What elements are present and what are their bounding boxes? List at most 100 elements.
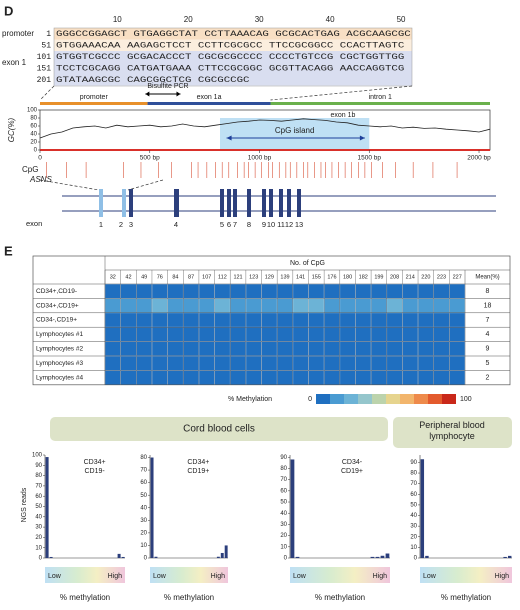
y-tick-label: 50 bbox=[410, 502, 417, 508]
x-tick-label: 2000 bp bbox=[467, 155, 491, 162]
heat-cell bbox=[387, 370, 403, 385]
heat-cell bbox=[418, 370, 434, 385]
legend-swatch bbox=[414, 394, 428, 404]
heat-cell bbox=[371, 356, 387, 371]
heat-cell bbox=[387, 341, 403, 356]
y-tick-label: 70 bbox=[280, 477, 287, 483]
heat-cell bbox=[230, 327, 246, 342]
y-axis-label: GC(%) bbox=[7, 117, 16, 142]
heat-cell bbox=[261, 341, 277, 356]
exon-box bbox=[262, 189, 266, 217]
column-header: 49 bbox=[141, 274, 147, 280]
heat-cell bbox=[277, 356, 293, 371]
y-tick-label: 80 bbox=[35, 473, 42, 479]
row-label: CD34+,CD19- bbox=[36, 288, 77, 295]
y-tick-label: 100 bbox=[32, 453, 43, 459]
x-tick-label: 0 bbox=[38, 155, 42, 162]
y-tick-label: 80 bbox=[280, 466, 287, 472]
heat-cell bbox=[293, 327, 309, 342]
heat-cell bbox=[371, 341, 387, 356]
region-name: promoter bbox=[80, 94, 109, 101]
exon-box bbox=[174, 189, 179, 217]
heat-cell bbox=[261, 284, 277, 299]
heat-cell bbox=[105, 341, 121, 356]
heat-cell bbox=[324, 298, 340, 313]
region-bar bbox=[40, 102, 148, 105]
bar bbox=[117, 553, 121, 558]
panel-title: CD19- bbox=[84, 468, 105, 475]
y-tick-label: 0 bbox=[144, 556, 148, 562]
heat-cell bbox=[136, 327, 152, 342]
row-label: CD34+,CD19+ bbox=[36, 302, 79, 309]
heat-cell bbox=[324, 313, 340, 327]
x-axis-label: % methylation bbox=[60, 593, 110, 602]
heat-cell bbox=[230, 298, 246, 313]
heat-cell bbox=[293, 341, 309, 356]
column-number: 10 bbox=[113, 15, 122, 24]
row-label: Lymphocytes #2 bbox=[36, 346, 83, 353]
bar bbox=[220, 552, 224, 558]
gradient-bar bbox=[420, 567, 512, 583]
heat-cell bbox=[183, 298, 199, 313]
heat-cell bbox=[261, 298, 277, 313]
heat-cell bbox=[277, 313, 293, 327]
row-position: 51 bbox=[41, 42, 51, 51]
heat-cell bbox=[261, 313, 277, 327]
mean-value: 9 bbox=[486, 346, 490, 353]
y-tick-label: 70 bbox=[35, 483, 42, 489]
heat-cell bbox=[183, 341, 199, 356]
y-tick-label: 80 bbox=[140, 455, 147, 461]
heat-cell bbox=[246, 327, 262, 342]
heat-cell bbox=[246, 356, 262, 371]
table-header: No. of CpG bbox=[290, 260, 325, 267]
heat-cell bbox=[152, 313, 168, 327]
high-label: High bbox=[108, 573, 123, 580]
heat-cell bbox=[293, 356, 309, 371]
high-label: High bbox=[211, 573, 226, 580]
column-header: 76 bbox=[157, 274, 163, 280]
legend-swatch bbox=[372, 394, 386, 404]
y-tick-label: 40 bbox=[280, 511, 287, 517]
exon-box bbox=[122, 189, 126, 217]
column-number: 40 bbox=[326, 15, 335, 24]
heat-cell bbox=[230, 356, 246, 371]
heat-cell bbox=[340, 327, 356, 342]
bar bbox=[154, 556, 158, 558]
heat-cell bbox=[293, 313, 309, 327]
row-position: 1 bbox=[46, 30, 51, 39]
bar bbox=[150, 457, 154, 558]
legend-swatch bbox=[428, 394, 442, 404]
column-header: 208 bbox=[390, 274, 399, 280]
heat-cell bbox=[246, 341, 262, 356]
heat-cell bbox=[371, 313, 387, 327]
heat-cell bbox=[418, 341, 434, 356]
heat-cell bbox=[449, 298, 465, 313]
column-header: 176 bbox=[327, 274, 336, 280]
row-label: Lymphocytes #3 bbox=[36, 360, 83, 367]
y-tick-label: 20 bbox=[35, 535, 42, 541]
mean-header: Mean(%) bbox=[475, 275, 499, 281]
column-header: 42 bbox=[125, 274, 131, 280]
y-tick-label: 80 bbox=[410, 471, 417, 477]
heat-cell bbox=[105, 313, 121, 327]
column-header: 107 bbox=[202, 274, 211, 280]
column-header: 227 bbox=[453, 274, 462, 280]
exon-label: exon bbox=[26, 219, 42, 228]
heat-cell bbox=[183, 356, 199, 371]
gradient-bar bbox=[45, 567, 125, 583]
heat-cell bbox=[152, 327, 168, 342]
heat-cell bbox=[433, 341, 450, 356]
row-label: Lymphocytes #4 bbox=[36, 374, 83, 381]
exon-number: 12 bbox=[285, 220, 293, 229]
exon-number: 10 bbox=[267, 220, 275, 229]
region-name: exon 1a bbox=[197, 94, 222, 101]
heat-cell bbox=[402, 341, 418, 356]
sequence-box bbox=[53, 27, 413, 87]
y-tick-label: 60 bbox=[280, 488, 287, 494]
heat-cell bbox=[167, 298, 183, 313]
heat-cell bbox=[246, 298, 262, 313]
heat-cell bbox=[120, 341, 137, 356]
promoter-shade bbox=[54, 39, 412, 51]
heat-cell bbox=[105, 298, 121, 313]
sequence-row: GTGGAAACAA AAGAGCTCCT CCTTCGCGCC TTCCGCG… bbox=[56, 42, 405, 51]
